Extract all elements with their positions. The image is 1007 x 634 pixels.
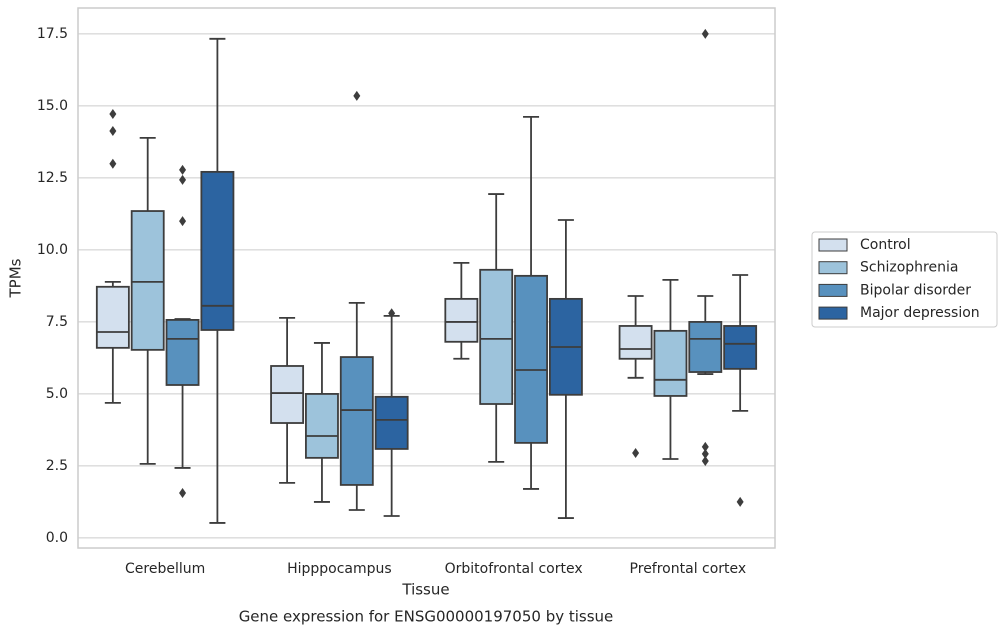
outlier [701,28,709,39]
outlier [701,448,709,459]
outlier [736,496,744,507]
box-group [374,308,409,517]
x-tick-label: Prefrontal cortex [630,561,747,577]
box-group [200,37,235,524]
outlier [388,308,396,319]
box-group [444,261,479,360]
legend-swatch [818,238,848,252]
box-group [339,90,374,511]
box [688,321,723,373]
plot-frame [77,7,776,549]
chart-title: Gene expression for ENSG00000197050 by t… [239,608,614,626]
box-group [479,193,514,463]
box-group [305,342,339,503]
box [130,210,165,351]
box [444,297,479,343]
y-tick-label: 12.5 [37,170,68,186]
box-group [618,295,653,458]
box-group [270,316,305,484]
box-group [723,274,758,507]
box [723,325,758,370]
outlier [179,216,187,227]
x-tick-label: Orbitofrontal cortex [445,561,583,577]
outlier [353,90,361,101]
box [653,329,688,397]
y-axis-label: TPMs [7,258,25,298]
legend-swatch [818,261,848,275]
box [305,393,339,459]
box [200,170,235,331]
legend-frame [811,231,998,328]
box-group [653,278,688,460]
legend-label: Control [860,237,911,253]
outlier [109,158,117,169]
outlier [179,487,187,498]
outlier [632,447,640,458]
box [479,268,514,405]
legend-swatch [818,306,848,320]
box-group [130,136,165,465]
y-tick-label: 17.5 [37,26,68,42]
box [270,365,305,424]
box [374,395,409,450]
y-tick-label: 5.0 [46,386,68,402]
y-tick-label: 15.0 [37,98,68,114]
box [95,285,130,349]
y-tick-label: 0.0 [46,530,68,546]
x-tick-label: Cerebellum [125,561,205,577]
box [618,325,653,360]
y-tick-label: 2.5 [46,458,68,474]
box-group [95,108,130,404]
legend-label: Major depression [860,305,980,321]
outlier [701,456,709,467]
outlier [109,108,117,119]
outlier [109,125,117,136]
box [165,319,200,386]
outlier [701,441,709,452]
box-group [165,164,200,498]
outlier [179,164,187,175]
box-group [514,115,548,490]
legend-label: Bipolar disorder [860,282,971,298]
x-tick-label: Hipppocampus [287,561,392,577]
x-axis-label: Tissue [401,581,449,599]
y-tick-label: 10.0 [37,242,68,258]
legend-swatch [818,283,848,297]
y-tick-label: 7.5 [46,314,68,330]
box-group [688,28,723,467]
legend-label: Schizophrenia [860,260,958,276]
legend: Control Schizophrenia Bipolar disorder Majo… [811,231,998,328]
box-group [548,219,583,519]
box [514,274,548,444]
box [339,356,374,486]
outlier [179,174,187,185]
